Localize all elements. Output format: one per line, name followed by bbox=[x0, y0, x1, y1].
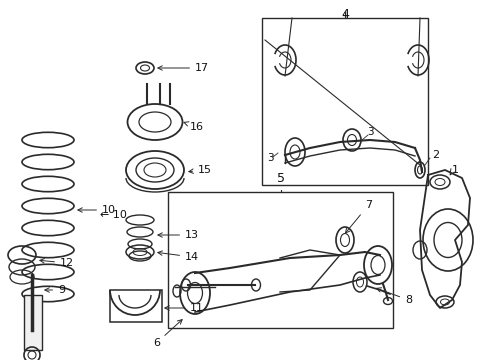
Text: 10: 10 bbox=[78, 205, 116, 215]
Text: 7: 7 bbox=[345, 200, 371, 233]
Text: 3: 3 bbox=[366, 127, 372, 137]
Text: 8: 8 bbox=[376, 288, 411, 305]
Bar bbox=[24, 295, 42, 350]
Text: 13: 13 bbox=[158, 230, 199, 240]
Text: 17: 17 bbox=[158, 63, 209, 73]
Text: 1: 1 bbox=[451, 165, 458, 175]
Text: 6: 6 bbox=[153, 320, 182, 348]
Text: 2: 2 bbox=[431, 150, 438, 160]
Bar bbox=[262, 18, 427, 185]
Text: 4: 4 bbox=[340, 8, 348, 21]
Text: 9: 9 bbox=[45, 285, 65, 295]
Text: 15: 15 bbox=[188, 165, 212, 175]
Bar bbox=[110, 290, 162, 322]
Text: 11: 11 bbox=[164, 303, 203, 313]
Bar bbox=[168, 192, 392, 328]
Text: 3: 3 bbox=[266, 153, 273, 163]
Text: ← 10: ← 10 bbox=[100, 210, 126, 220]
Text: 5: 5 bbox=[276, 172, 284, 185]
Text: 12: 12 bbox=[40, 258, 74, 268]
Text: 14: 14 bbox=[158, 251, 199, 262]
Text: 16: 16 bbox=[183, 122, 203, 132]
